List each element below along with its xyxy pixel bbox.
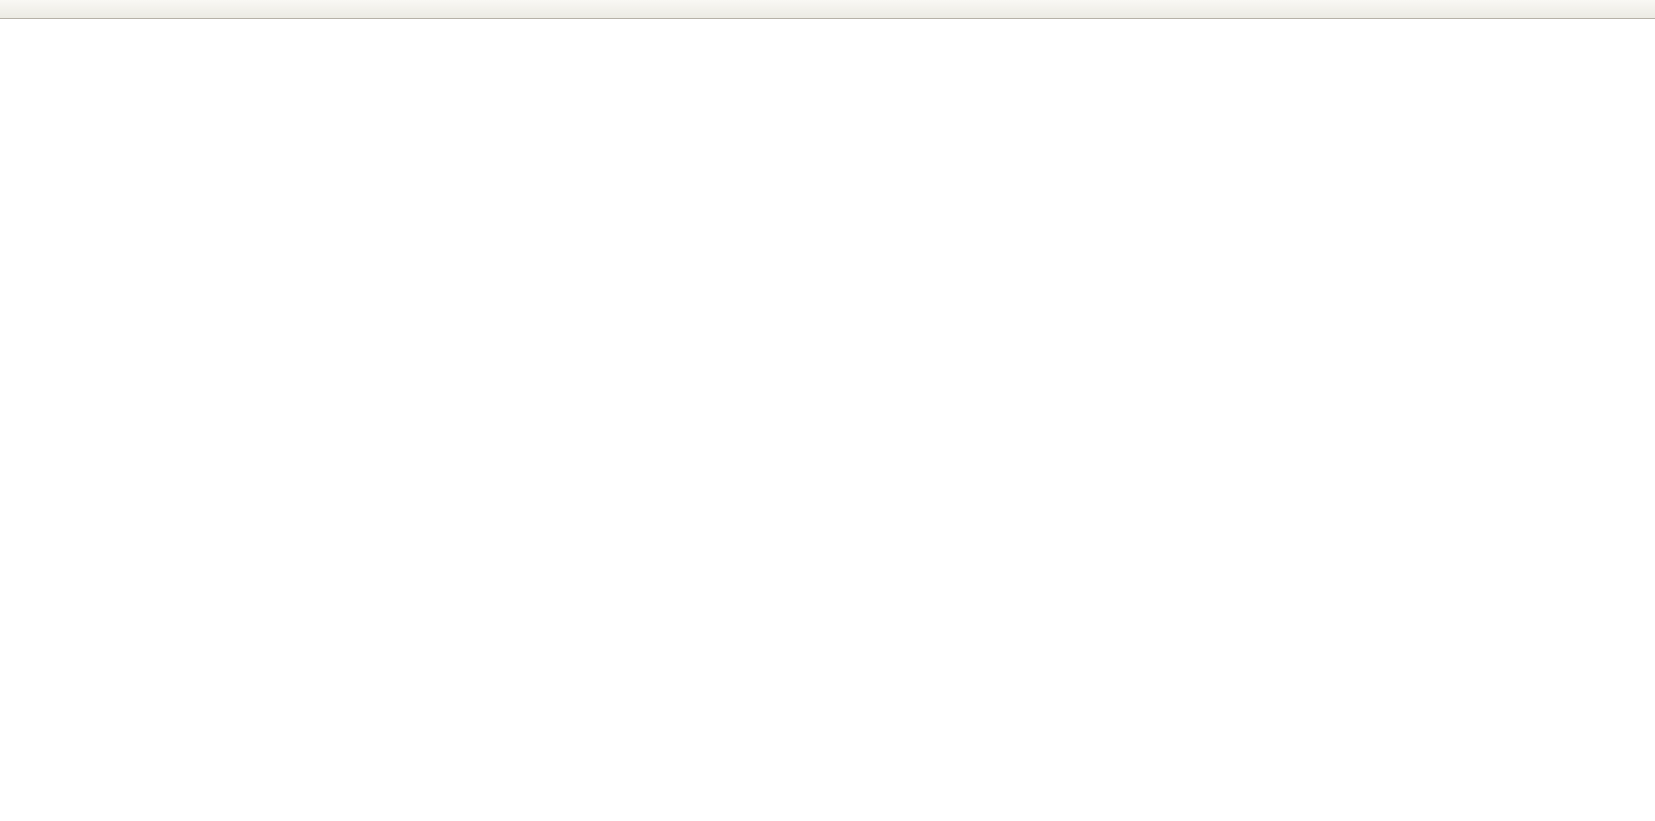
chart-title: [12, 23, 24, 37]
toolbar: [0, 0, 1655, 19]
